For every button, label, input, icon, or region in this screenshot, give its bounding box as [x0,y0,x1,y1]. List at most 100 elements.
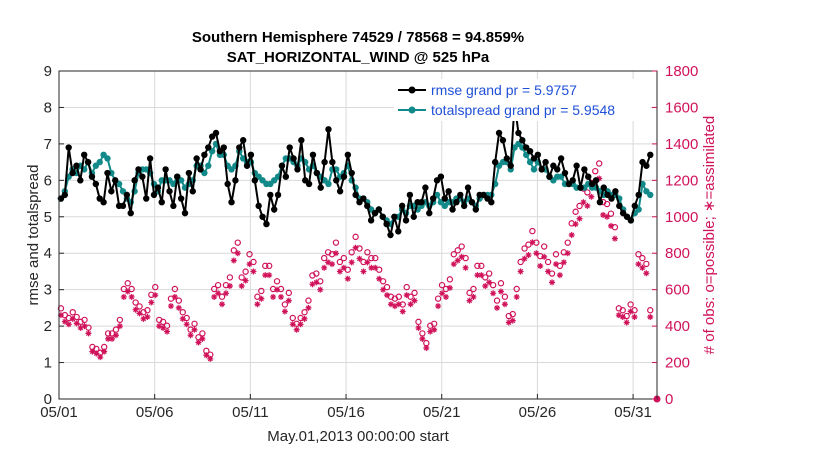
rmse-point [201,151,208,159]
obs-assimilated-point [73,320,80,327]
obs-assimilated-point [647,314,654,320]
obs-possible-point [305,297,312,304]
obs-possible-point [446,276,454,283]
obs-assimilated-point [277,293,284,300]
rmse-point [139,173,146,180]
obs-assimilated-point [132,306,139,313]
right-tick-label: 800 [665,245,690,262]
obs-assimilated-point [175,304,182,311]
rmse-point [457,191,464,199]
obs-possible-point [375,266,383,273]
rmse-point [263,220,270,228]
rmse-point [449,206,456,213]
obs-assimilated-point [462,264,469,271]
obs-assimilated-point [360,268,367,275]
obs-possible-point [415,318,422,326]
rmse-point [596,199,604,206]
obs-assimilated-point [246,261,253,268]
obs-assimilated-point [607,222,614,229]
rmse-point [270,206,278,213]
rmse-point [286,144,293,151]
obs-assimilated-point [611,235,618,242]
rmse-point [65,144,72,151]
obs-assimilated-point [156,323,163,330]
obs-assimilated-point [584,202,591,209]
rmse-point [123,191,131,199]
rmse-point [193,155,200,162]
spread-point [104,155,111,162]
obs-assimilated-point [61,318,68,325]
obs-assimilated-point [564,250,571,257]
rmse-point [546,173,553,180]
left-tick-label: 6 [44,172,52,189]
obs-assimilated-point [250,268,257,275]
obs-assimilated-point [242,277,249,284]
left-tick-label: 2 [44,318,52,335]
obs-assimilated-point [431,326,438,333]
obs-possible-point [647,307,654,314]
right-tick-label: 400 [665,318,690,335]
obs-possible-point [525,241,532,248]
rmse-point [108,188,115,195]
obs-possible-point [584,189,591,196]
obs-possible-point [265,262,273,270]
obs-assimilated-point [262,272,269,279]
obs-possible-point [258,287,265,295]
obs-assimilated-point [112,332,119,339]
obs-assimilated-point [494,304,501,311]
obs-possible-point [250,258,257,266]
obs-possible-point [485,270,493,277]
obs-assimilated-point [160,324,167,331]
rmse-point [135,166,142,173]
obs-assimilated-point [136,310,143,317]
rmse-point [150,191,158,199]
obs-assimilated-point [501,301,508,308]
obs-assimilated-point [556,272,563,279]
obs-assimilated-point [446,284,453,291]
obs-assimilated-point [77,324,84,331]
obs-possible-point [482,274,489,281]
obs-assimilated-point [411,297,418,304]
obs-assimilated-point [541,253,548,260]
obs-assimilated-point [238,283,245,290]
y-axis-right-label: # of obs: o=possible; ∗=assimilated [701,116,718,355]
obs-assimilated-point [450,261,457,268]
rmse-point [635,191,642,199]
obs-assimilated-point [635,261,642,268]
obs-possible-point [576,202,583,210]
obs-assimilated-point [344,275,351,282]
rmse-point [247,151,255,159]
right-tick-label: 200 [665,355,690,372]
rmse-point [581,166,588,173]
obs-possible-point [489,281,497,289]
obs-assimilated-point [301,315,308,322]
obs-assimilated-point [549,279,556,286]
rmse-point [146,155,154,162]
obs-assimilated-point [517,268,524,275]
obs-assimilated-point [179,315,186,322]
obs-possible-point [497,280,505,287]
obs-assimilated-point [258,295,265,302]
rmse-point [309,151,317,159]
obs-possible-point [112,326,120,333]
obs-possible-point [191,320,198,327]
obs-assimilated-point [596,175,603,182]
obs-assimilated-point [191,326,198,333]
obs-possible-point [344,266,351,273]
obs-assimilated-point [395,301,402,308]
rmse-point [429,195,437,202]
rmse-point [232,177,239,184]
left-tick-label: 3 [44,282,52,299]
rmse-point [336,188,344,195]
obs-assimilated-point [124,288,131,295]
rmse-point [181,209,189,217]
legend-rmse-marker [408,86,416,94]
obs-assimilated-point [93,350,100,357]
rmse-point [166,188,173,195]
rmse-point [453,199,460,206]
rmse-point [259,213,266,220]
obs-assimilated-point [466,297,473,304]
obs-possible-point [73,313,80,321]
rmse-point [526,147,534,155]
